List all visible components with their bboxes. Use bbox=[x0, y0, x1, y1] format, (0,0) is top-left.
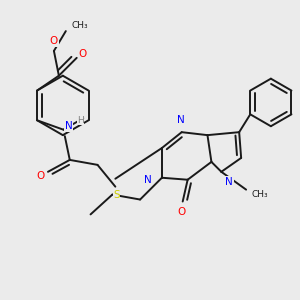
Text: N: N bbox=[65, 121, 73, 131]
Text: H: H bbox=[77, 116, 84, 125]
Text: O: O bbox=[79, 49, 87, 59]
Text: N: N bbox=[177, 115, 184, 125]
Text: N: N bbox=[225, 177, 233, 187]
Text: S: S bbox=[113, 190, 120, 200]
Text: CH₃: CH₃ bbox=[252, 190, 268, 199]
Text: O: O bbox=[178, 207, 186, 218]
Text: N: N bbox=[144, 175, 152, 185]
Text: O: O bbox=[36, 171, 44, 181]
Text: CH₃: CH₃ bbox=[71, 21, 88, 30]
Text: O: O bbox=[50, 36, 58, 46]
